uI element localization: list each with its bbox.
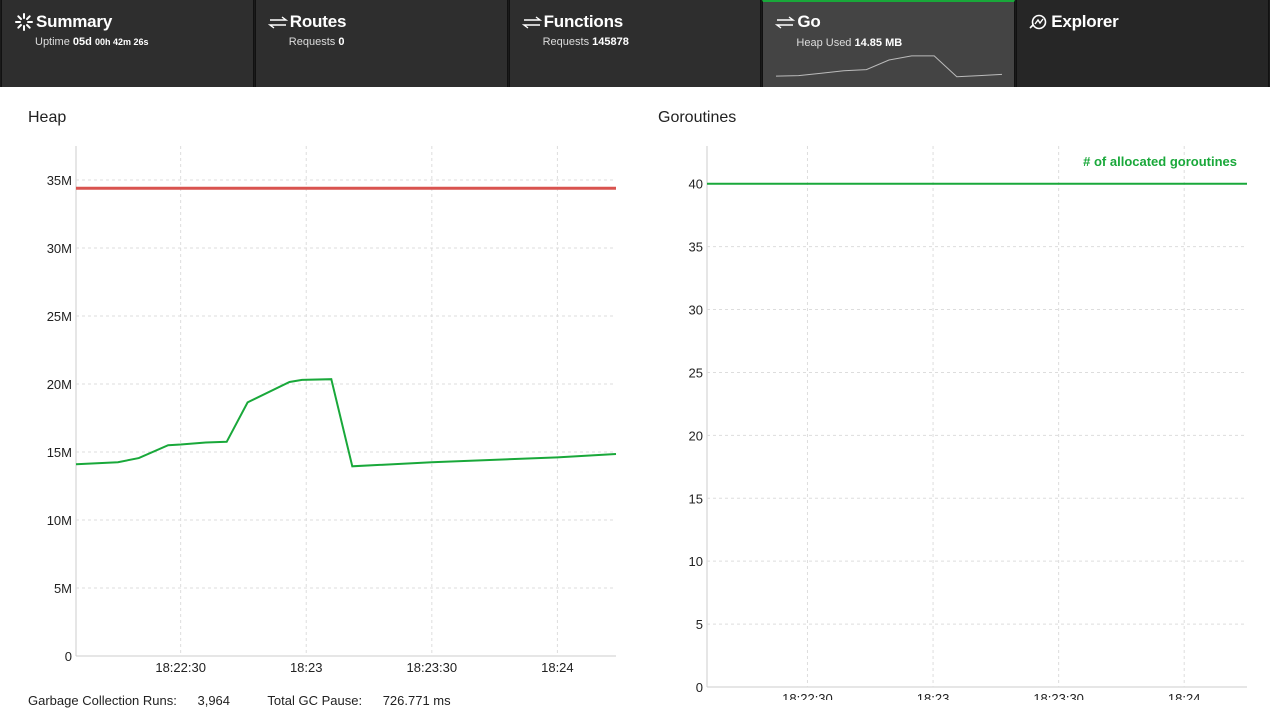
x-tick-label: 18:22:30: [782, 691, 833, 700]
x-tick-label: 18:23:30: [1033, 691, 1084, 700]
tab-go[interactable]: Go Heap Used 14.85 MB: [762, 0, 1016, 87]
heap-used-readout: Heap Used 14.85 MB: [796, 37, 903, 49]
y-tick-label: 20: [689, 428, 703, 443]
x-tick-label: 18:22:30: [155, 660, 206, 675]
y-tick-label: 10: [689, 554, 703, 569]
x-tick-label: 18:23:30: [407, 660, 458, 675]
sparkline-path: [776, 55, 1003, 78]
x-tick-label: 18:24: [541, 660, 574, 675]
tab-routes-title: Routes: [289, 12, 347, 31]
x-tick-label: 18:24: [1168, 691, 1201, 700]
y-tick-label: 0: [696, 680, 703, 695]
tab-summary[interactable]: Summary Uptime 05d 00h 42m 26s: [1, 0, 254, 87]
y-tick-label: 0: [65, 649, 72, 664]
x-tick-label: 18:23: [290, 660, 323, 675]
y-tick-label: 35M: [47, 173, 72, 188]
tab-go-title: Go: [797, 12, 821, 31]
arrows-exchange-icon: [267, 16, 288, 29]
gc-stats: Garbage Collection Runs: 3,964 Total GC …: [28, 693, 485, 708]
y-tick-label: 25M: [47, 309, 72, 324]
y-tick-label: 25: [689, 365, 703, 380]
y-tick-label: 40: [689, 177, 703, 192]
routes-requests: Requests 0: [288, 36, 345, 48]
spinner-icon: [15, 13, 33, 31]
y-tick-label: 35: [689, 240, 703, 255]
tab-functions[interactable]: Functions Requests 145878: [508, 0, 762, 87]
y-tick-label: 20M: [47, 377, 72, 392]
tab-summary-title: Summary: [36, 12, 113, 31]
tab-routes[interactable]: Routes Requests 0: [254, 0, 508, 87]
gc-pause-stat: Total GC Pause: 726.771 ms: [267, 693, 451, 708]
top-navigation: Summary Uptime 05d 00h 42m 26s Routes Re…: [0, 0, 1270, 87]
heap-used-line: [75, 378, 617, 468]
compass-icon: [1029, 14, 1047, 30]
legend-label: # of allocated goroutines: [1083, 154, 1237, 169]
gc-runs-stat: Garbage Collection Runs: 3,964: [28, 693, 231, 708]
tab-functions-title: Functions: [543, 12, 624, 31]
y-tick-label: 15M: [47, 445, 72, 460]
heap-sparkline: [776, 55, 1003, 78]
arrows-exchange-icon: [775, 16, 796, 29]
y-tick-label: 5M: [54, 581, 72, 596]
goroutines-panel-title: Goroutines: [658, 109, 737, 126]
y-tick-label: 30M: [47, 241, 72, 256]
y-tick-label: 5: [696, 617, 703, 632]
y-tick-label: 10M: [47, 513, 72, 528]
functions-requests: Requests 145878: [542, 36, 629, 48]
tab-explorer-title: Explorer: [1051, 12, 1119, 31]
goroutines-chart: 0 5 10 15 20 25 30 35 40 18:22:30 18:23 18:23:30 18:…: [689, 146, 1247, 700]
heap-panel-title: Heap: [28, 109, 67, 126]
y-tick-label: 15: [689, 491, 703, 506]
tab-explorer[interactable]: Explorer: [1016, 0, 1269, 87]
arrows-exchange-icon: [521, 16, 542, 29]
heap-chart: 0 5M 10M 15M 20M 25M 30M 35M 18:22:30 18:23 18:23:…: [47, 146, 617, 675]
uptime-readout: Uptime 05d 00h 42m 26s: [35, 36, 149, 48]
x-tick-label: 18:23: [917, 691, 950, 700]
y-tick-label: 30: [689, 303, 703, 318]
